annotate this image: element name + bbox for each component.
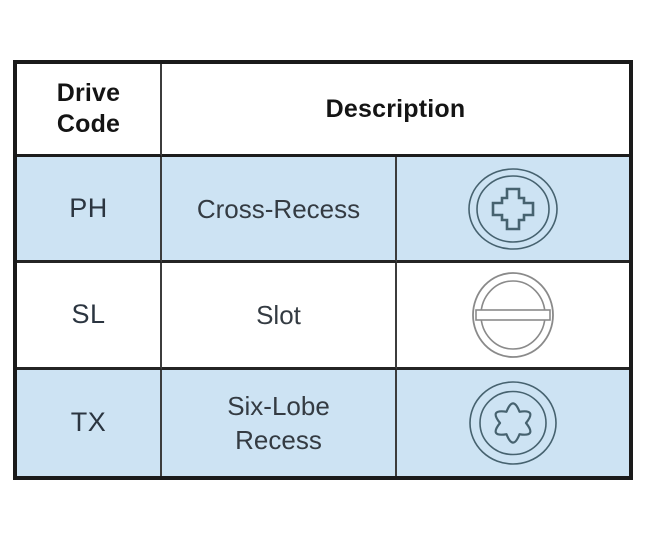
description-value: Slot: [256, 299, 301, 330]
drive-code-cell: SL: [17, 263, 162, 370]
drive-code-cell: TX: [17, 369, 162, 476]
slot-icon: [467, 269, 559, 361]
description-cell: Cross-Recess: [162, 157, 397, 264]
drive-code-header-label: Drive Code: [56, 79, 121, 138]
header-cell-drive-code: Drive Code: [17, 64, 162, 157]
icon-cell: [397, 157, 629, 264]
description-value: Six-Lobe Recess: [227, 390, 330, 455]
drive-code-value: PH: [69, 193, 108, 224]
drive-code-cell: PH: [17, 157, 162, 264]
header-cell-description: Description: [162, 64, 629, 157]
phillips-cross-recess-icon: [467, 163, 559, 255]
description-cell: Six-Lobe Recess: [162, 369, 397, 476]
six-lobe-recess-icon: [467, 377, 559, 469]
drive-code-value: SL: [71, 299, 106, 330]
icon-cell: [397, 263, 629, 370]
description-cell: Slot: [162, 263, 397, 370]
icon-cell: [397, 369, 629, 476]
description-value: Cross-Recess: [196, 193, 361, 224]
description-header-label: Description: [325, 94, 466, 123]
drive-code-value: TX: [70, 407, 107, 438]
drive-code-table: Drive Code Description PH Cross-Recess S…: [13, 60, 633, 480]
